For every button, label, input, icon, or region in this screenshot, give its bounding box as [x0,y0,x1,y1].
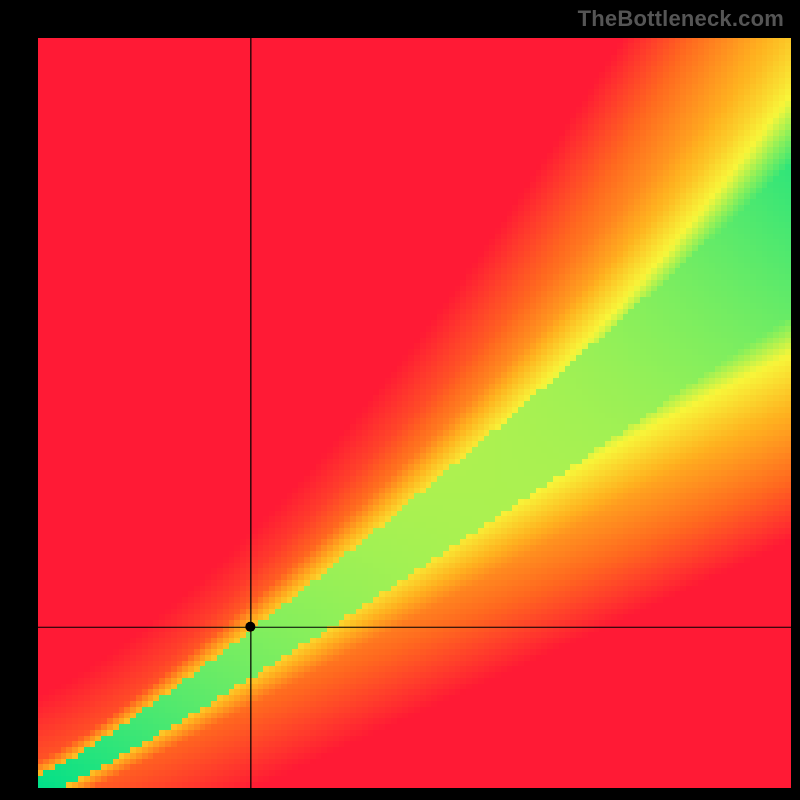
chart-outer-frame: TheBottleneck.com [0,0,800,800]
attribution-label: TheBottleneck.com [578,6,784,32]
bottleneck-heatmap-canvas [38,38,791,788]
